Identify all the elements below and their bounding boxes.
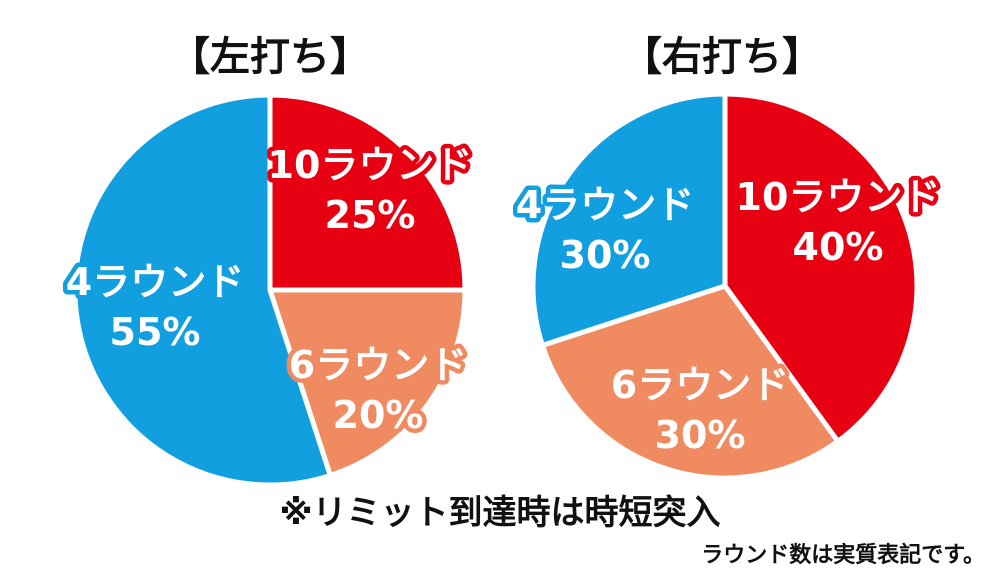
left-slice-1-label: 6ラウンド	[289, 343, 467, 387]
left-pie-slice-0	[267, 92, 468, 293]
footnote-limit: ※リミット到達時は時短突入	[279, 493, 720, 533]
right-pie-slice-2	[530, 91, 728, 348]
left-slice-2-percent: 55%	[110, 310, 201, 354]
right-slice-0-percent: 40%	[793, 225, 884, 269]
footnote-round-note: ラウンド数は実質表記です。	[701, 542, 985, 568]
left-slice-2-label: 4ラウンド	[66, 260, 244, 304]
right-slice-0-label: 10ラウンド	[736, 175, 941, 219]
left-slice-1-percent: 20%	[333, 393, 424, 437]
left-pie-chart: 【左打ち】 10ラウンド 25% 6ラウンド 20% 4ラウンド 55%	[61, 34, 477, 488]
left-pie-slice-2	[72, 92, 333, 488]
right-pie-slice-1	[539, 283, 841, 481]
right-pie-chart: 【右打ち】 10ラウンド 40% 6ラウンド 30% 4ラウンド 30%	[511, 34, 945, 481]
left-pie-slice-1	[267, 287, 468, 478]
right-pie-slice-0	[722, 91, 920, 444]
right-pie-title: 【右打ち】	[622, 34, 822, 80]
right-slice-2-percent: 30%	[560, 233, 651, 277]
right-slice-1-percent: 30%	[655, 413, 746, 457]
left-slice-0-percent: 25%	[325, 193, 416, 237]
right-slice-1-label: 6ラウンド	[611, 363, 789, 407]
right-slice-2-label: 4ラウンド	[516, 183, 694, 227]
left-pie-title: 【左打ち】	[170, 34, 370, 80]
left-slice-0-label: 10ラウンド	[268, 143, 473, 187]
